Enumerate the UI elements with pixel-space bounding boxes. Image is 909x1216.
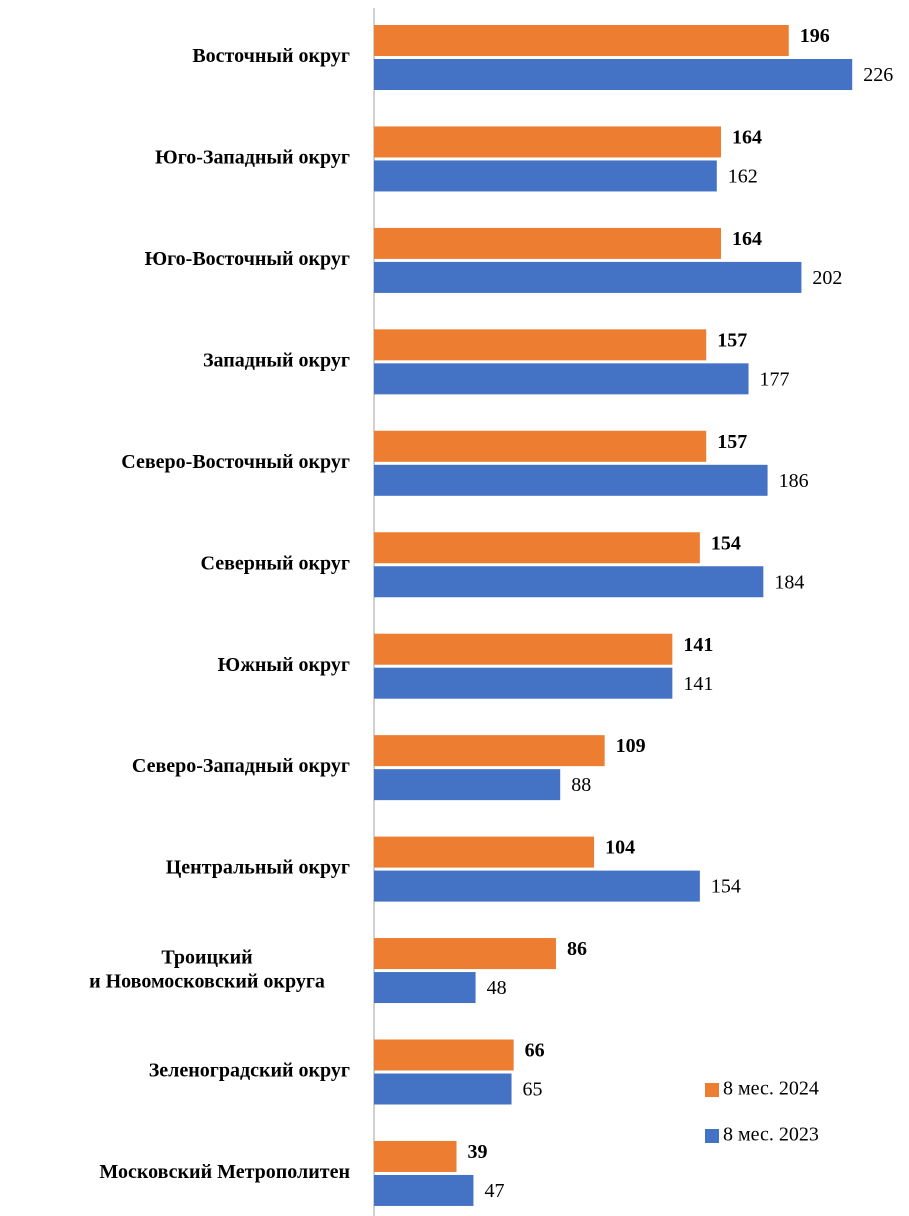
bar (374, 430, 707, 462)
bar (374, 363, 749, 395)
bar (374, 1039, 514, 1071)
value-label: 141 (683, 673, 713, 695)
bar (374, 735, 605, 767)
value-label: 162 (728, 166, 758, 188)
bar (374, 1174, 474, 1206)
value-label: 196 (800, 25, 830, 47)
value-label: 47 (484, 1180, 504, 1202)
value-label: 177 (760, 368, 790, 390)
value-label: 104 (605, 837, 635, 859)
legend-swatch (705, 1083, 719, 1097)
category-label: Центральный округ (166, 857, 350, 879)
bar (374, 464, 768, 496)
category-label: Северо-Западный округ (132, 755, 350, 777)
legend-swatch (705, 1129, 719, 1143)
bar (374, 126, 722, 158)
value-label: 66 (525, 1040, 545, 1062)
bar (374, 633, 673, 665)
value-label: 157 (717, 431, 747, 453)
category-label: Зеленоградский округ (149, 1060, 350, 1082)
category-label: Юго-Западный округ (155, 147, 350, 169)
value-label: 184 (774, 571, 804, 593)
category-label: Южный округ (218, 654, 350, 676)
category-label: Троицкий и Новомосковский округа (89, 946, 325, 992)
category-label: Северо-Восточный округ (121, 451, 350, 473)
bar (374, 25, 789, 56)
value-label: 141 (683, 634, 713, 656)
category-label: Западный округ (203, 349, 350, 371)
bar (374, 667, 673, 699)
value-label: 109 (616, 735, 646, 757)
bar (374, 836, 595, 868)
value-label: 202 (812, 267, 842, 289)
value-label: 48 (487, 977, 507, 999)
bar (374, 160, 717, 192)
bar (374, 972, 476, 1004)
value-label: 154 (711, 532, 741, 554)
bar (374, 329, 707, 361)
value-label: 65 (523, 1079, 543, 1101)
value-label: 186 (779, 470, 809, 492)
bar (374, 532, 700, 564)
category-label: Восточный округ (192, 45, 350, 67)
category-label: Юго-Восточный округ (145, 248, 350, 270)
bar (374, 59, 853, 90)
category-label: Московский Метрополитен (99, 1161, 350, 1183)
bar (374, 769, 561, 801)
value-label: 164 (732, 228, 762, 250)
value-label: 154 (711, 876, 741, 898)
bar (374, 870, 700, 902)
legend-label: 8 мес. 2024 (723, 1078, 819, 1100)
value-label: 86 (567, 938, 587, 960)
value-label: 157 (717, 329, 747, 351)
bar (374, 938, 556, 970)
bar (374, 1140, 457, 1172)
legend-label: 8 мес. 2023 (723, 1124, 819, 1146)
category-label: Северный округ (201, 552, 351, 574)
bar (374, 566, 764, 598)
value-label: 164 (732, 127, 762, 149)
value-label: 88 (571, 774, 591, 796)
bar (374, 261, 802, 293)
value-label: 39 (468, 1141, 488, 1163)
bar (374, 227, 722, 259)
value-label: 226 (863, 64, 893, 86)
bar (374, 1073, 512, 1105)
